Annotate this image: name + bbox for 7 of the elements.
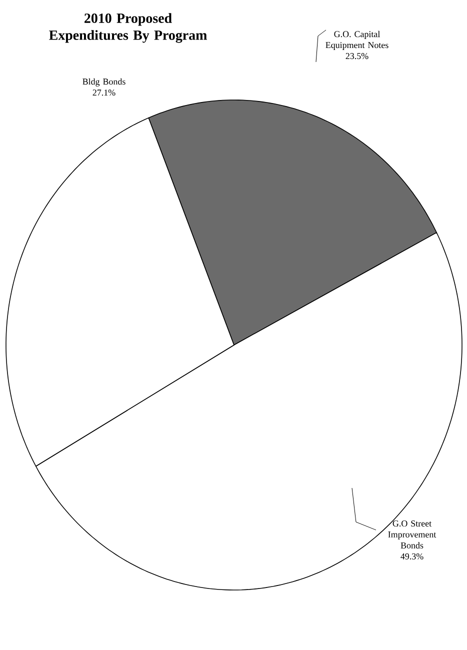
data-label: 49.3% [400, 553, 424, 560]
slice-label: G.O. Capital Equipment Notes [326, 30, 388, 50]
slice-label: G.O Street Improvement Bonds [388, 520, 436, 548]
slice-label: Bldg Bonds [82, 78, 126, 86]
data-label: 27.1% [92, 90, 116, 96]
chart-title: 2010 Proposed Expenditures By Program [49, 13, 207, 43]
data-label: 23.5% [346, 53, 368, 60]
